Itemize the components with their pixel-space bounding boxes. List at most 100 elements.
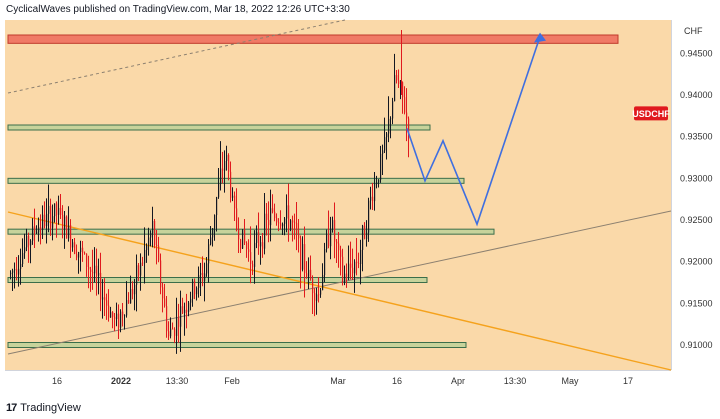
candle-body — [52, 216, 54, 228]
candle-body — [362, 225, 364, 250]
candle-body — [242, 229, 244, 249]
candle-body — [236, 208, 238, 230]
chart-plot-area — [5, 20, 671, 370]
candle-body — [310, 269, 312, 279]
candle-body — [178, 317, 180, 327]
candle-body — [380, 153, 382, 180]
candle-body — [300, 238, 302, 270]
candle-body — [268, 219, 270, 226]
candle-body — [222, 168, 224, 171]
candle-body — [40, 227, 42, 230]
candle-body — [150, 233, 152, 238]
candle-body — [382, 150, 384, 154]
candle-body — [66, 216, 68, 239]
time-tick-label: 13:30 — [504, 376, 527, 386]
candle-body — [250, 252, 252, 264]
symbol-badge-label: USDCHF — [632, 109, 670, 119]
price-tick-label: 0.93000 — [680, 173, 713, 183]
candle-body — [392, 101, 394, 119]
candle-body — [120, 311, 122, 328]
zone-resistance-top — [7, 34, 619, 44]
candle-body — [368, 200, 370, 233]
candles-layer — [10, 30, 410, 354]
candle-body — [332, 220, 334, 229]
zone-zone-0.9178 — [7, 277, 428, 283]
candle-body — [180, 306, 182, 327]
candle-body — [38, 227, 40, 233]
candle-body — [290, 220, 292, 229]
candle-body — [254, 242, 256, 267]
candle-body — [400, 82, 402, 85]
price-axis-panel — [672, 20, 720, 370]
candle-body — [22, 253, 24, 265]
time-tick-label: 17 — [623, 376, 633, 386]
candle-body — [88, 266, 90, 270]
candle-body — [100, 272, 102, 300]
candle-body — [240, 239, 242, 249]
candle-body — [92, 271, 94, 274]
candle-body — [230, 171, 232, 198]
candle-body — [60, 207, 62, 215]
price-unit-label: CHF — [684, 26, 703, 36]
candle-body — [276, 218, 278, 223]
candle-body — [106, 300, 108, 306]
candle-body — [34, 226, 36, 233]
candle-body — [364, 225, 366, 239]
candle-body — [210, 237, 212, 245]
candle-body — [270, 208, 272, 226]
candle-body — [174, 329, 176, 336]
candle-body — [342, 256, 344, 281]
candle-body — [190, 298, 192, 303]
candle-body — [282, 223, 284, 227]
candle-body — [220, 168, 222, 184]
candle-body — [58, 207, 60, 215]
candle-body — [166, 306, 168, 332]
candle-body — [36, 232, 38, 234]
candle-body — [96, 265, 98, 276]
price-tick-label: 0.91500 — [680, 298, 713, 308]
candle-body — [302, 244, 304, 270]
candle-body — [90, 269, 92, 272]
candle-body — [188, 302, 190, 312]
candle-body — [82, 247, 84, 253]
price-tick-label: 0.92500 — [680, 215, 713, 225]
tradingview-logo-icon: 17 — [6, 401, 17, 414]
price-chart[interactable]: CHF 0.945000.940000.935000.930000.925000… — [0, 0, 720, 396]
candle-body — [164, 298, 166, 307]
candle-body — [78, 252, 80, 258]
candle-body — [346, 273, 348, 277]
candle-body — [98, 272, 100, 276]
candle-body — [196, 287, 198, 295]
time-tick-label: 13:30 — [166, 376, 189, 386]
candle-body — [286, 205, 288, 219]
candle-body — [288, 205, 290, 229]
candle-body — [70, 225, 72, 248]
candle-body — [216, 197, 218, 216]
candle-body — [84, 252, 86, 254]
candle-body — [336, 241, 338, 244]
candle-body — [224, 160, 226, 171]
candle-body — [356, 261, 358, 264]
candle-body — [108, 305, 110, 318]
candle-body — [358, 263, 360, 264]
candle-body — [204, 273, 206, 281]
candle-body — [208, 244, 210, 264]
candle-body — [320, 290, 322, 295]
candle-body — [316, 294, 318, 301]
candle-body — [12, 270, 14, 273]
price-tick-label: 0.91000 — [680, 340, 713, 350]
candle-body — [212, 228, 214, 238]
candle-body — [272, 208, 274, 212]
candle-body — [136, 265, 138, 285]
candle-body — [62, 214, 64, 229]
candle-body — [318, 294, 320, 296]
candle-body — [352, 267, 354, 274]
candle-body — [376, 182, 378, 184]
candle-body — [248, 249, 250, 253]
candle-body — [86, 253, 88, 267]
candle-body — [162, 287, 164, 299]
candle-body — [186, 309, 188, 312]
candle-body — [72, 242, 74, 248]
candle-body — [370, 196, 372, 201]
candle-body — [54, 203, 56, 217]
